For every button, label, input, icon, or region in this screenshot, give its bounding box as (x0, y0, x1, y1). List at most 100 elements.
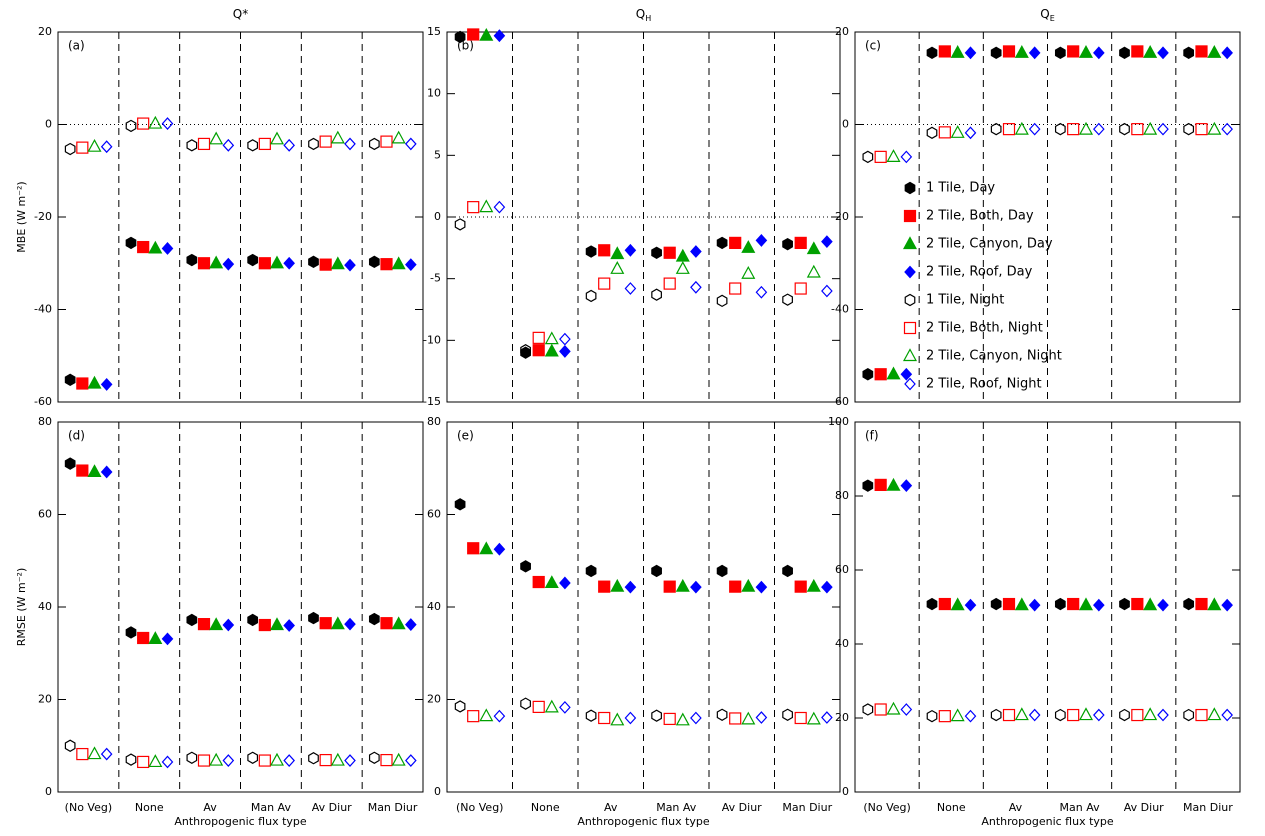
marker (624, 580, 637, 594)
marker (585, 289, 597, 303)
y-tick-label: 0 (842, 118, 849, 131)
legend-label: 2 Tile, Roof, Day (926, 265, 1033, 280)
marker (716, 294, 728, 308)
marker (222, 618, 235, 632)
marker (1028, 708, 1041, 722)
marker (308, 611, 319, 625)
marker (493, 200, 506, 214)
marker (1131, 45, 1144, 58)
marker (1014, 45, 1029, 58)
marker (344, 137, 356, 151)
marker (598, 711, 611, 725)
y-tick-label: -60 (34, 395, 52, 408)
marker (950, 708, 965, 722)
marker (344, 617, 356, 631)
marker (197, 137, 211, 151)
marker (821, 235, 833, 249)
marker (222, 257, 235, 271)
marker (137, 755, 150, 769)
marker (926, 709, 938, 723)
x-tick-label: Av Diur (722, 801, 762, 814)
title-sub: E (1050, 14, 1055, 23)
marker (1028, 598, 1041, 612)
marker (532, 575, 545, 589)
marker (1093, 708, 1105, 722)
marker (651, 288, 662, 301)
marker (886, 149, 901, 162)
marker (467, 542, 480, 555)
marker (964, 126, 977, 140)
marker (454, 700, 466, 713)
marker (1014, 707, 1029, 721)
marker (405, 137, 417, 151)
marker (269, 617, 285, 631)
marker (209, 255, 224, 269)
marker (938, 126, 951, 139)
marker (186, 751, 198, 764)
x-tick-label: Av (1009, 801, 1023, 814)
y-tick-label: 0 (434, 785, 441, 798)
marker (520, 344, 531, 357)
marker (874, 478, 887, 491)
marker (690, 280, 702, 294)
marker (319, 753, 332, 767)
marker (1143, 121, 1158, 135)
marker (368, 255, 380, 269)
marker (782, 564, 793, 578)
marker (479, 708, 494, 722)
marker (344, 754, 356, 767)
marker (125, 626, 137, 639)
panel: -60 -40 -20 0 20 (c) QE 1 Tile, Day 2 Tile, Both… (831, 7, 1241, 408)
marker (1067, 45, 1080, 58)
marker (1119, 122, 1130, 136)
marker (87, 464, 102, 478)
marker (186, 139, 198, 152)
marker (454, 218, 466, 231)
y-tick-label: -20 (831, 210, 849, 223)
marker (782, 237, 793, 251)
marker (186, 253, 198, 267)
marker (87, 746, 102, 760)
y-tick-label: -10 (423, 333, 441, 346)
panel-title: Q* (233, 7, 248, 21)
marker (926, 597, 938, 611)
y-tick-label: -20 (34, 210, 52, 223)
marker (1143, 597, 1158, 611)
marker (964, 709, 977, 723)
marker (380, 258, 393, 271)
x-tick-label: None (531, 801, 560, 814)
y-tick-label: 40 (835, 637, 849, 650)
legend-label: 1 Tile, Night (926, 293, 1004, 308)
marker (821, 580, 833, 594)
marker (904, 293, 916, 307)
title-main: Q* (233, 7, 248, 21)
marker (1131, 123, 1144, 136)
y-tick-label: 60 (38, 508, 52, 521)
marker (125, 236, 137, 250)
marker (209, 131, 224, 145)
x-tick-label: Av Diur (1124, 801, 1164, 814)
marker (598, 580, 611, 593)
marker (405, 618, 417, 631)
marker (904, 377, 916, 391)
marker (1078, 121, 1094, 135)
marker (64, 373, 76, 386)
marker (926, 46, 938, 60)
y-tick-label: 20 (835, 711, 849, 724)
x-tick-label: Av Diur (312, 801, 352, 814)
marker (283, 256, 295, 270)
marker (585, 709, 597, 722)
panel: -60 -40 -20 0 20 (a) Q* MBE (W m⁻²) (15, 7, 424, 408)
y-axis-label: MBE (W m⁻²) (15, 181, 28, 252)
y-tick-label: 0 (45, 118, 52, 131)
marker (675, 578, 690, 592)
marker (161, 242, 174, 255)
marker (610, 712, 625, 726)
marker (821, 284, 833, 298)
marker (258, 137, 271, 151)
marker (137, 240, 150, 254)
marker (598, 244, 611, 257)
marker (782, 293, 793, 306)
